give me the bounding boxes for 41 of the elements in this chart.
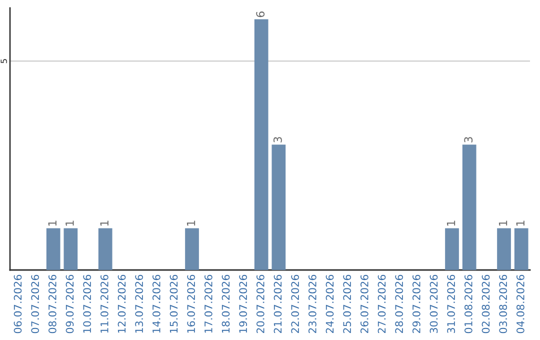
x-tick-label: 21.07.2026	[274, 274, 282, 334]
x-tick-label: 16.07.2026	[187, 274, 196, 333]
x-tick-label: 18.07.2026	[222, 274, 230, 333]
x-tick-label: 09.07.2026	[66, 274, 74, 334]
x-tick-label: 14.07.2026	[152, 274, 160, 333]
x-tick-label: 23.07.2026	[308, 274, 316, 334]
x-tick-label: 30.07.2026	[430, 274, 438, 334]
data-label: 1	[446, 220, 456, 226]
x-tick-label: 02.08.2026	[482, 274, 490, 334]
data-label: 1	[48, 220, 56, 226]
x-tick-label: 28.07.2026	[395, 274, 404, 334]
x-tick-label: 25.07.2026	[343, 274, 352, 334]
x-tick-label: 08.07.2026	[48, 274, 56, 334]
x-tick-label: 07.07.2026	[31, 274, 40, 334]
x-tick-label: 12.07.2026	[118, 274, 126, 333]
data-label: 6	[256, 12, 265, 18]
x-tick-label: 17.07.2026	[204, 274, 212, 333]
y-tick-label: 5	[0, 59, 7, 64]
x-tick-label: 20.07.2026	[256, 274, 264, 334]
data-label: 1	[498, 220, 508, 226]
data-label: 1	[186, 220, 196, 226]
x-tick-label: 22.07.2026	[291, 274, 300, 334]
x-tick-label: 29.07.2026	[412, 274, 420, 334]
x-tick-label: 10.07.2026	[83, 274, 92, 333]
x-tick-label: 13.07.2026	[135, 274, 144, 333]
x-tick-label: 03.08.2026	[499, 274, 508, 334]
data-label: 1	[100, 220, 108, 226]
data-label: 1	[516, 220, 524, 226]
x-tick-label: 19.07.2026	[239, 274, 248, 333]
x-tick-label: 06.07.2026	[14, 274, 22, 334]
data-label: 1	[66, 220, 74, 226]
x-tick-label: 01.08.2026	[464, 274, 472, 334]
x-tick-label: 26.07.2026	[360, 274, 368, 334]
x-tick-label: 31.07.2026	[447, 274, 456, 334]
x-tick-label: 27.07.2026	[378, 274, 386, 334]
data-label: 3	[464, 137, 473, 142]
x-tick-label: 11.07.2026	[100, 274, 108, 333]
x-tick-label: 04.08.2026	[516, 274, 524, 334]
x-tick-label: 24.07.2026	[326, 274, 334, 334]
data-label: 3	[273, 137, 282, 142]
x-tick-label: 15.07.2026	[170, 274, 178, 333]
